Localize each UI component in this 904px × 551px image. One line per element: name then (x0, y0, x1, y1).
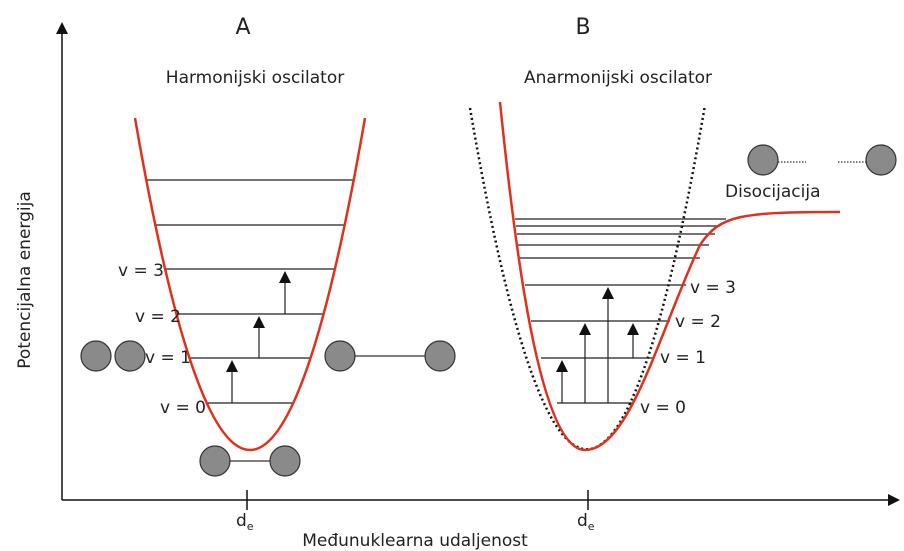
transitions (226, 271, 291, 403)
panel-letter: A (235, 15, 250, 40)
x-axis-label: Međunuklearna udaljenost (302, 531, 528, 551)
transitions (556, 287, 639, 403)
level-label: v = 1 (145, 348, 191, 368)
level-label: v = 2 (675, 312, 721, 332)
level-label: v = 0 (640, 398, 686, 418)
panel-letter: B (575, 15, 590, 40)
panel-title: Harmonijski oscilator (166, 68, 344, 88)
harmonic-curve (133, 117, 367, 452)
level-label: v = 0 (160, 398, 206, 418)
level-label: v = 3 (690, 278, 736, 298)
morse-curve (498, 101, 841, 452)
level-label: v = 1 (660, 348, 706, 368)
level-label: v = 3 (118, 261, 164, 281)
y-axis-label: Potencijalna energija (15, 191, 35, 369)
level-label: v = 2 (135, 307, 181, 327)
molecules (80, 340, 456, 477)
molecules (747, 144, 897, 176)
equilibrium-label: de (577, 511, 595, 533)
equilibrium-label: de (236, 511, 254, 533)
energy-levels (515, 218, 726, 404)
energy-levels (146, 179, 354, 404)
panel-title: Anarmonijski oscilator (524, 68, 712, 88)
dissociation-label: Disocijacija (725, 182, 821, 202)
